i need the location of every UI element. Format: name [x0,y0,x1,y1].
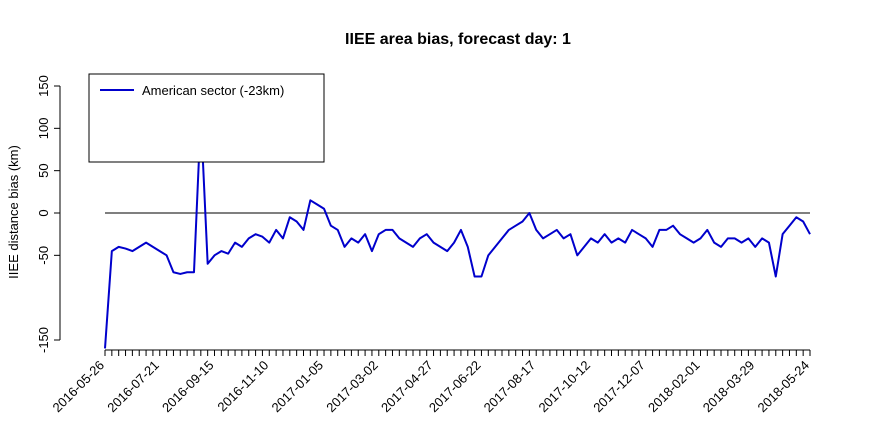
legend-box [88,73,325,163]
x-tick-label: 2017-03-02 [323,358,381,416]
x-axis: 2016-05-262016-07-212016-09-152016-11-10… [49,349,812,416]
x-tick-label: 2016-11-10 [214,358,271,415]
y-tick-label: 0 [36,209,51,216]
y-tick-label: 150 [36,75,51,97]
x-tick-label: 2016-07-21 [104,358,162,416]
x-tick-label: 2017-01-05 [269,358,327,416]
x-tick-label: 2017-06-22 [426,358,484,416]
legend: American sector (-23km) [88,73,325,163]
legend-label-0: American sector (-23km) [142,83,284,98]
x-tick-label: 2016-09-15 [159,358,217,416]
x-tick-label: 2016-05-26 [49,358,107,416]
y-tick-label: -150 [36,327,51,353]
series-line-0 [104,114,811,349]
y-tick-label: -50 [36,246,51,265]
y-tick-label: 50 [36,163,51,177]
x-tick-label: 2018-02-01 [645,358,703,416]
x-tick-label: 2018-05-24 [754,358,812,416]
x-tick-label: 2017-08-17 [481,358,539,416]
y-axis-label: IIEE distance bias (km) [6,145,21,279]
series-layer [104,114,811,349]
x-tick-label: 2017-10-12 [535,358,593,416]
x-tick-label: 2017-12-07 [590,358,648,416]
chart-title: IIEE area bias, forecast day: 1 [345,31,571,48]
y-axis: -150 -50 0 50 100 150 [36,75,61,353]
x-tick-label: 2018-03-29 [700,358,758,416]
y-tick-label: 100 [36,117,51,139]
